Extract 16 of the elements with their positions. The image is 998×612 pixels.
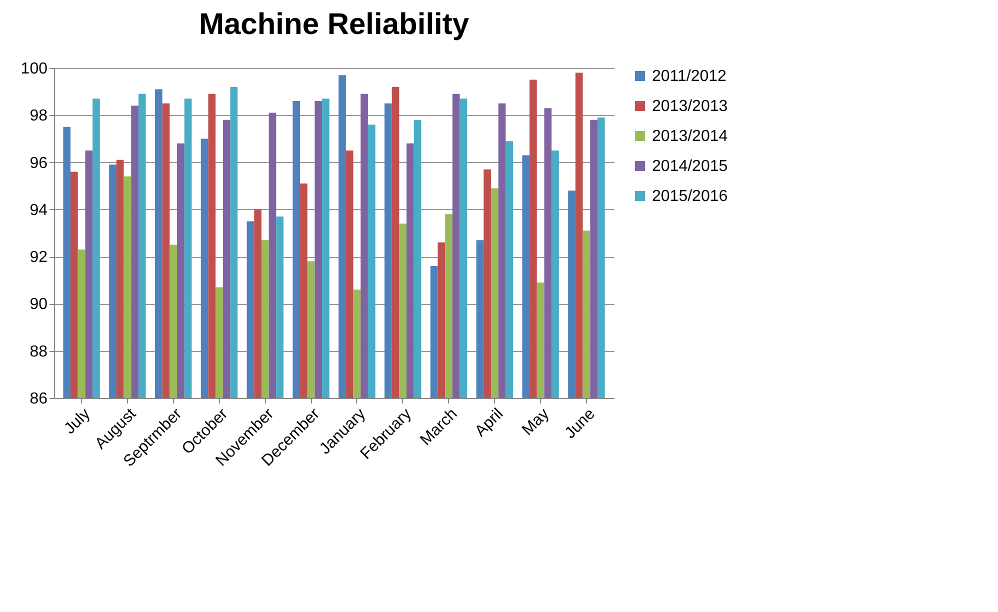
y-tick-label: 94 xyxy=(30,202,48,219)
legend-label: 2013/2014 xyxy=(652,128,728,145)
y-tick-label: 96 xyxy=(30,154,48,172)
y-tick-label: 100 xyxy=(20,60,48,78)
legend-label: 2014/2015 xyxy=(652,158,728,175)
legend-label: 2013/2013 xyxy=(652,98,728,115)
y-tick-label: 86 xyxy=(30,390,48,408)
chart-title: Machine Reliability xyxy=(198,8,470,41)
x-tick-label: July xyxy=(61,406,94,438)
y-tick-label: 88 xyxy=(30,343,48,360)
y-tick-label: 90 xyxy=(30,296,48,314)
legend-label: 2015/2016 xyxy=(652,188,728,205)
y-tick-label: 92 xyxy=(30,249,48,266)
x-tick-label: May xyxy=(519,406,553,439)
y-tick-label: 98 xyxy=(30,108,48,125)
legend-label: 2011/2012 xyxy=(652,68,727,85)
